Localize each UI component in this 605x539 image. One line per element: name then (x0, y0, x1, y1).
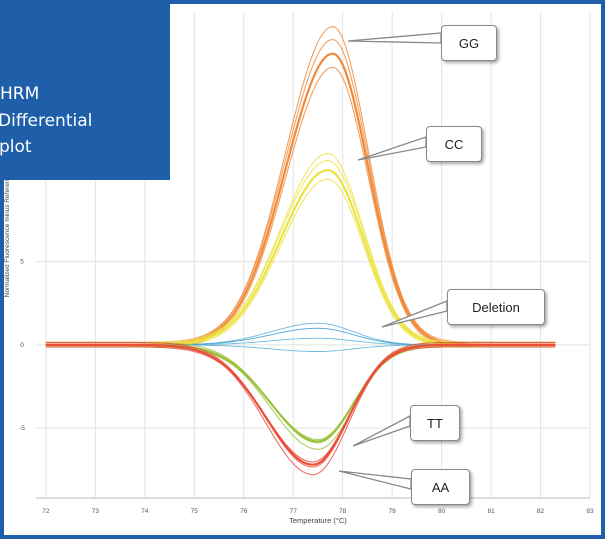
x-tick-label: 82 (537, 508, 545, 515)
x-tick-label: 80 (438, 508, 446, 515)
banner-line-3: plot (0, 137, 32, 157)
callout-deletion: Deletion (447, 289, 545, 325)
callout-tt: TT (410, 405, 460, 441)
x-tick-label: 72 (42, 508, 50, 515)
series-line (45, 322, 556, 346)
callout-aa: AA (411, 469, 470, 505)
x-tick-label: 77 (290, 508, 298, 515)
x-tick-label: 83 (586, 508, 594, 515)
x-tick-label: 73 (92, 508, 100, 515)
x-tick-label: 81 (487, 508, 495, 515)
x-axis-label: Temperature (°C) (289, 516, 347, 525)
curves (45, 26, 556, 476)
callout-pointer (352, 414, 411, 447)
series-line (45, 343, 556, 476)
series-line (45, 343, 556, 466)
x-tick-label: 79 (389, 508, 397, 515)
banner-line-2: Differential (0, 111, 93, 131)
callout-pointers (338, 32, 448, 490)
y-tick-label: -5 (19, 425, 25, 432)
series-line (45, 343, 556, 443)
y-tick-label: 5 (20, 259, 24, 266)
series-aa (45, 341, 556, 476)
title-banner: HRM Differential plot (0, 0, 170, 180)
callout-pointer (338, 470, 412, 490)
series-line (45, 346, 556, 441)
y-axis-label: Normalized Fluorescence minus Reference (4, 172, 11, 297)
x-tick-label: 76 (240, 508, 248, 515)
callout-gg: GG (441, 25, 497, 61)
x-tick-label: 75 (191, 508, 199, 515)
y-tick-label: 0 (20, 342, 24, 349)
x-tick-label: 74 (141, 508, 149, 515)
callout-pointer (347, 32, 442, 44)
banner-line-1: HRM (0, 84, 40, 104)
x-tick-label: 78 (339, 508, 347, 515)
callout-cc: CC (426, 126, 482, 162)
series-line (45, 346, 556, 463)
series-tt (45, 341, 556, 450)
axes: 72 73 74 75 76 77 78 79 80 81 82 83 -5 0 5 Temperature … (4, 172, 594, 525)
series-line (45, 341, 556, 468)
